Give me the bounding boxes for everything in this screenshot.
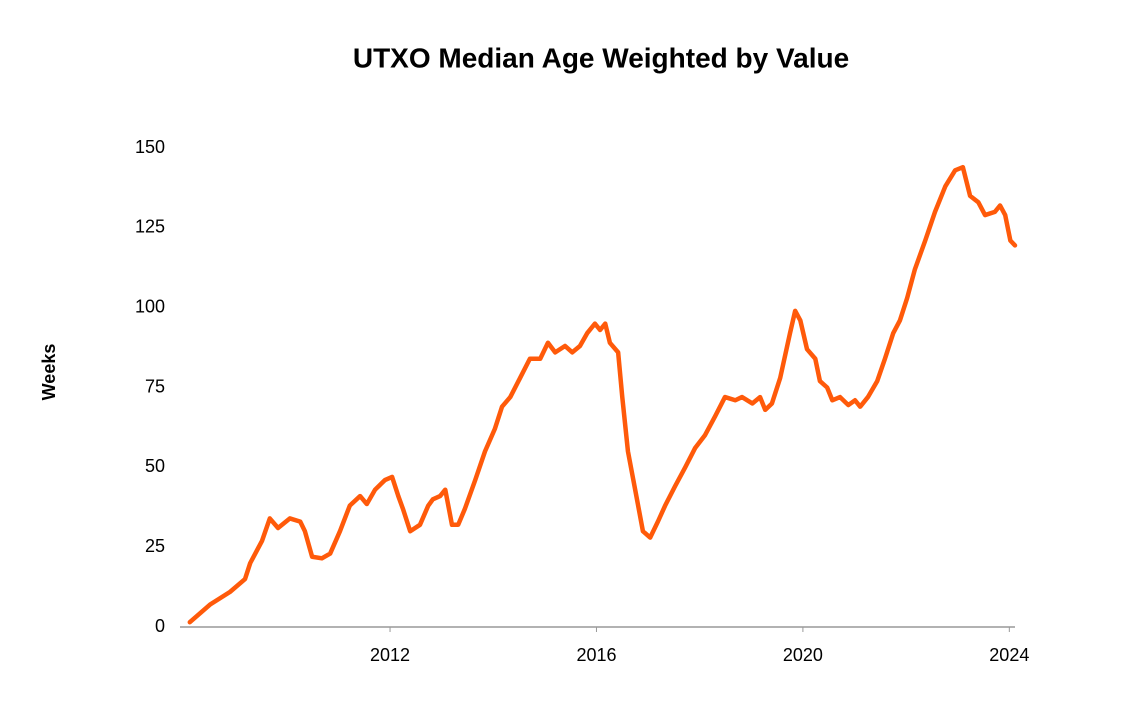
y-tick-label: 0 [155,616,165,636]
y-tick-label: 100 [135,296,165,316]
data-line [187,164,1018,625]
chart-title: UTXO Median Age Weighted by Value [353,42,849,73]
y-tick-label: 150 [135,137,165,157]
y-tick-label: 75 [145,376,165,396]
x-tick-label: 2020 [783,645,823,665]
x-tick-label: 2024 [989,645,1029,665]
y-tick-label: 50 [145,456,165,476]
x-tick-label: 2012 [370,645,410,665]
x-tick-label: 2016 [576,645,616,665]
y-tick-label: 25 [145,536,165,556]
y-tick-label: 125 [135,217,165,237]
y-axis-label: Weeks [39,344,59,401]
